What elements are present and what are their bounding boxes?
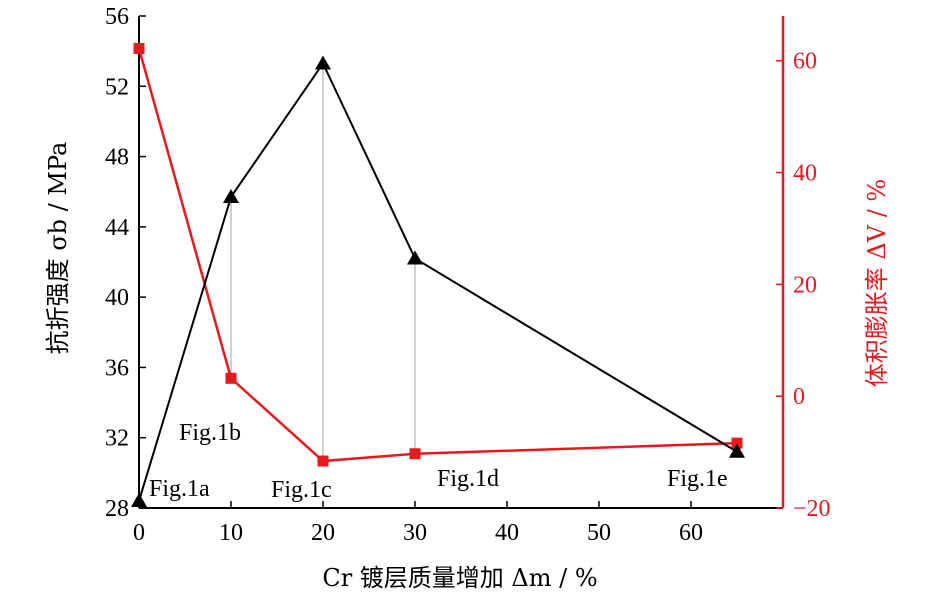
y-right-tick-label: 20 <box>793 272 817 298</box>
x-tick-label: 50 <box>587 520 611 546</box>
x-ticks: 0 10 20 30 40 50 60 <box>133 501 703 546</box>
strength-point <box>223 188 239 203</box>
expansion-point <box>317 455 329 467</box>
y-left-axis-title: 抗折强度 σb / MPa <box>44 142 72 355</box>
expansion-point <box>731 437 743 449</box>
y-left-tick-label: 48 <box>105 145 129 171</box>
drop-lines <box>230 63 416 462</box>
y-left-tick-label: 44 <box>105 215 129 241</box>
x-tick-label: 0 <box>133 520 145 546</box>
y-left-tick-label: 40 <box>105 285 129 311</box>
strength-point <box>315 55 331 70</box>
series-layer <box>131 42 745 507</box>
strength-point <box>729 443 745 458</box>
axes <box>138 16 785 509</box>
strength-point <box>407 250 423 265</box>
expansion-point <box>409 448 421 460</box>
x-axis-title: Cr 镀层质量增加 Δm / % <box>322 564 597 592</box>
y-right-tick-label: 40 <box>793 161 817 187</box>
y-right-ticks: −20 0 20 40 60 <box>776 49 831 522</box>
y-left-ticks: 28 32 36 40 44 48 52 56 <box>105 4 146 522</box>
y-left-tick-label: 32 <box>105 426 129 452</box>
y-right-tick-label: 0 <box>793 384 805 410</box>
x-tick-label: 40 <box>495 520 519 546</box>
x-tick-label: 20 <box>311 520 335 546</box>
strength-point <box>131 492 147 507</box>
annotation-label: Fig.1c <box>271 477 332 503</box>
y-left-tick-label: 52 <box>105 74 129 100</box>
expansion-series-line <box>137 48 738 463</box>
x-tick-label: 60 <box>679 520 703 546</box>
y-right-axis-title: 体积膨胀率 ΔV / % <box>863 179 891 387</box>
y-right-tick-label: −20 <box>793 496 831 522</box>
x-tick-label: 10 <box>219 520 243 546</box>
x-tick-label: 30 <box>403 520 427 546</box>
expansion-point <box>225 372 237 384</box>
annotation-label: Fig.1a <box>149 476 210 502</box>
annotations: Fig.1a Fig.1b Fig.1c Fig.1d Fig.1e <box>149 420 728 503</box>
annotation-label: Fig.1d <box>437 466 499 492</box>
y-left-tick-label: 56 <box>105 4 129 30</box>
annotation-label: Fig.1b <box>179 420 241 446</box>
annotation-label: Fig.1e <box>667 466 728 492</box>
expansion-point <box>133 42 145 54</box>
y-right-tick-label: 60 <box>793 49 817 75</box>
y-left-tick-label: 36 <box>105 355 129 381</box>
y-left-tick-label: 28 <box>105 496 129 522</box>
